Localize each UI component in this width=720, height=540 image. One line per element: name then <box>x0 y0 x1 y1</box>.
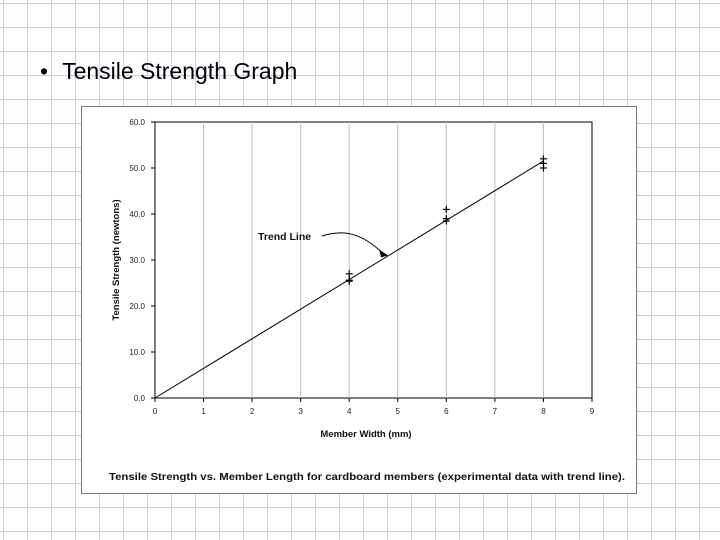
annotation-arrow-curve <box>321 232 385 255</box>
annotation-arrow-head <box>379 249 389 258</box>
y-axis-title: Tensile Strength (newtons) <box>111 199 122 320</box>
slide-title-text: Tensile Strength Graph <box>62 58 298 84</box>
x-tick-label: 9 <box>590 407 595 416</box>
grid-lines <box>203 122 544 398</box>
x-axis-ticks: 0 1 2 3 4 5 6 7 8 9 <box>153 398 595 416</box>
x-tick-label: 0 <box>153 407 158 416</box>
data-point-marker <box>345 270 353 278</box>
slide-title: • Tensile Strength Graph <box>40 58 297 85</box>
y-tick-label: 20.0 <box>129 302 145 311</box>
x-axis-title: Member Width (mm) <box>320 429 411 440</box>
bullet-point: • <box>40 58 49 84</box>
y-tick-label: 0.0 <box>134 394 146 403</box>
plot-area <box>154 121 593 399</box>
x-tick-label: 6 <box>444 407 449 416</box>
x-tick-label: 3 <box>298 407 303 416</box>
data-point-marker <box>442 217 450 225</box>
x-tick-label: 7 <box>493 407 498 416</box>
y-tick-label: 50.0 <box>129 164 145 173</box>
annotation-group: Trend Line <box>258 231 389 258</box>
chart-figure: 0.0 10.0 20.0 30.0 40.0 50.0 60.0 0 1 2 3 4 5 6 7 8 9 T… <box>81 106 637 494</box>
y-axis-ticks: 0.0 10.0 20.0 30.0 40.0 50.0 60.0 <box>129 118 155 403</box>
x-tick-label: 5 <box>396 407 401 416</box>
x-tick-label: 8 <box>541 407 546 416</box>
data-point-marker <box>442 205 450 213</box>
tensile-strength-chart: 0.0 10.0 20.0 30.0 40.0 50.0 60.0 0 1 2 3 4 5 6 7 8 9 T… <box>109 118 625 483</box>
trend-line-annotation-label: Trend Line <box>258 231 311 243</box>
y-tick-label: 10.0 <box>129 348 145 357</box>
y-tick-label: 60.0 <box>129 118 145 127</box>
x-tick-label: 1 <box>201 407 206 416</box>
data-points <box>345 155 547 285</box>
y-tick-label: 30.0 <box>129 256 145 265</box>
x-tick-label: 2 <box>250 407 255 416</box>
chart-caption: Tensile Strength vs. Member Length for c… <box>109 471 625 483</box>
x-tick-label: 4 <box>347 407 352 416</box>
data-point-marker <box>345 277 353 285</box>
data-point-marker <box>539 164 547 172</box>
y-tick-label: 40.0 <box>129 210 145 219</box>
